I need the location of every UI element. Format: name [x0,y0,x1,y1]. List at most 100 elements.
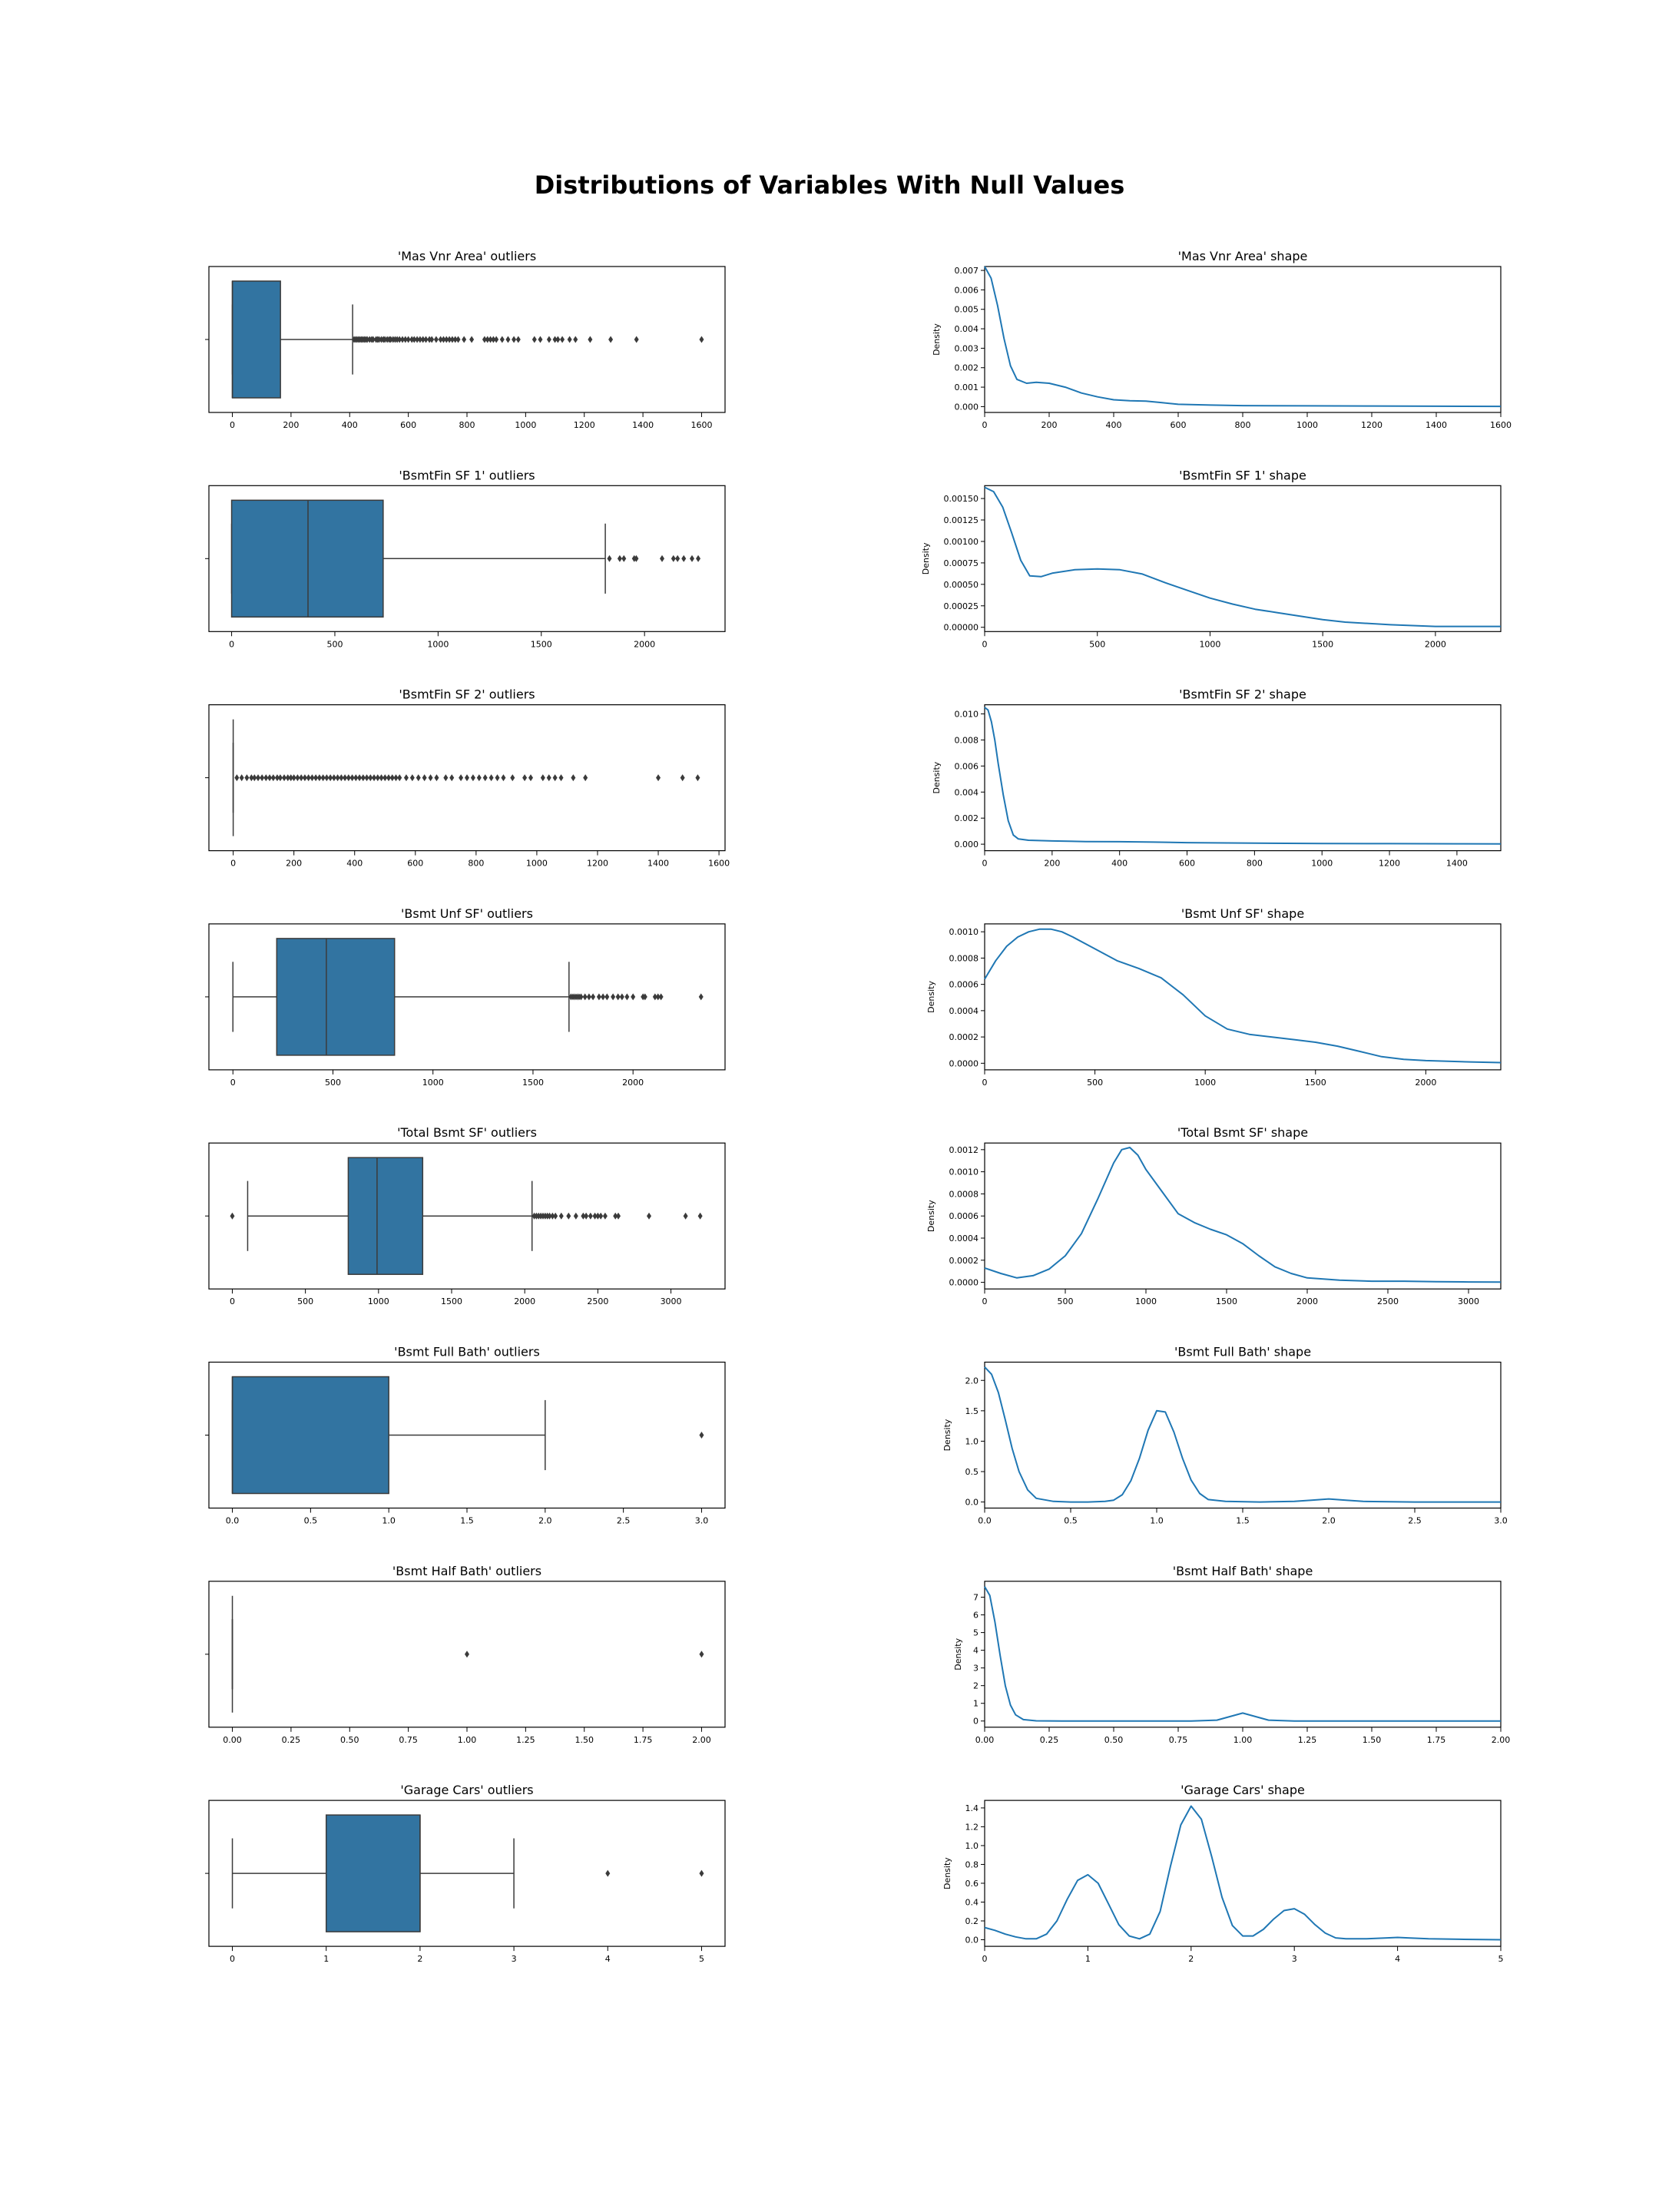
x-tick-label: 1000 [422,1078,444,1088]
outlier-point [592,1212,598,1220]
outlier-point [386,774,392,782]
x-tick-label: 1000 [526,859,548,869]
x-tick-label: 1400 [647,859,669,869]
outlier-point [699,1869,704,1877]
outlier-point [552,774,558,782]
outlier-point [388,336,393,343]
outlier-point [495,774,500,782]
x-tick-label: 1600 [708,859,730,869]
outlier-point [438,336,443,343]
outlier-point [368,774,373,782]
y-tick-label: 1.0 [965,1436,979,1446]
outlier-point [400,336,405,343]
y-tick-label: 1 [973,1699,979,1709]
outlier-point [698,993,704,1001]
x-tick-label: 1600 [1490,420,1512,430]
outlier-point [260,774,265,782]
y-axis-label: Density [926,1200,936,1232]
outlier-point [531,336,537,343]
outlier-point [403,774,409,782]
y-tick-label: 0.000 [955,402,979,412]
outlier-point [642,993,647,1001]
y-tick-label: 1.5 [965,1406,979,1416]
x-tick-label: 200 [1044,859,1060,869]
y-tick-label: 0.001 [955,382,979,392]
outlier-point [397,774,402,782]
outlier-point [267,774,273,782]
outlier-point [604,993,610,1001]
x-tick-label: 1600 [690,420,712,430]
x-tick-label: 1400 [632,420,654,430]
y-tick-label: 0.0000 [949,1058,979,1068]
y-tick-label: 3 [973,1664,979,1674]
y-tick-label: 4 [973,1646,979,1656]
outlier-point [274,774,280,782]
x-tick-label: 1.00 [1233,1735,1253,1745]
boxplot-3: 'Bsmt Unf SF' outliers 0 500 1000 1500 2000 [205,906,726,1088]
iqr-box [230,499,384,618]
y-tick-label: 0.0006 [949,980,979,990]
outlier-point [515,336,521,343]
outlier-point [379,774,384,782]
y-tick-label: 0.00025 [944,601,979,611]
y-tick-label: 0.0000 [949,1278,979,1288]
outlier-point [683,1212,688,1220]
outlier-point [607,555,612,562]
x-tick-label: 3000 [1458,1296,1479,1306]
chart-title: 'BsmtFin SF 1' shape [1179,468,1306,482]
outlier-point [452,336,458,343]
plot-frame [984,923,1502,1071]
outlier-point [402,336,408,343]
outlier-point [444,336,449,343]
outlier-point [588,1212,593,1220]
chart-title: 'Garage Cars' shape [1181,1783,1305,1797]
outlier-point [420,336,426,343]
x-tick-label: 0.5 [1064,1516,1078,1526]
x-tick-label: 1400 [1426,420,1447,430]
x-tick-label: 0 [230,1296,235,1306]
x-tick-label: 600 [400,420,416,430]
iqr-box [347,1157,424,1275]
x-tick-label: 1.25 [1298,1735,1317,1745]
x-tick-label: 0 [982,1296,988,1306]
y-tick-label: 0.0010 [949,1167,979,1177]
outlier-point [573,1212,578,1220]
x-tick-label: 2000 [622,1078,644,1088]
outlier-point [608,336,614,343]
outlier-point [583,774,588,782]
x-tick-label: 1500 [1312,639,1333,649]
x-tick-label: 2500 [1377,1296,1399,1306]
outlier-point [591,993,596,1001]
x-tick-label: 2.00 [1492,1735,1511,1745]
y-tick-label: 0.006 [955,761,979,771]
outlier-point [409,336,415,343]
outlier-point [310,774,315,782]
outlier-point [652,993,657,1001]
outlier-point [441,336,446,343]
outlier-point [249,774,254,782]
outlier-point [697,1212,703,1220]
outlier-point [459,774,464,782]
y-tick-label: 0.000 [955,839,979,849]
x-tick-label: 500 [297,1296,313,1306]
outlier-point [382,336,388,343]
density-line [984,266,1502,408]
y-tick-label: 0.002 [955,813,979,823]
outlier-point [376,336,382,343]
x-tick-label: 0.0 [226,1516,240,1526]
outlier-point [455,336,461,343]
iqr-box [276,938,396,1056]
y-tick-label: 0.00075 [944,558,979,568]
outlier-point [277,774,283,782]
y-tick-label: 6 [973,1611,979,1621]
y-tick-label: 0.6 [965,1879,979,1889]
outlier-point [658,993,664,1001]
outlier-point [619,993,624,1001]
outlier-point [540,774,545,782]
outlier-point [443,774,449,782]
outlier-point [422,774,427,782]
chart-title: 'Mas Vnr Area' shape [1178,249,1308,263]
outlier-point [230,1212,235,1220]
x-tick-label: 0 [982,1078,988,1088]
